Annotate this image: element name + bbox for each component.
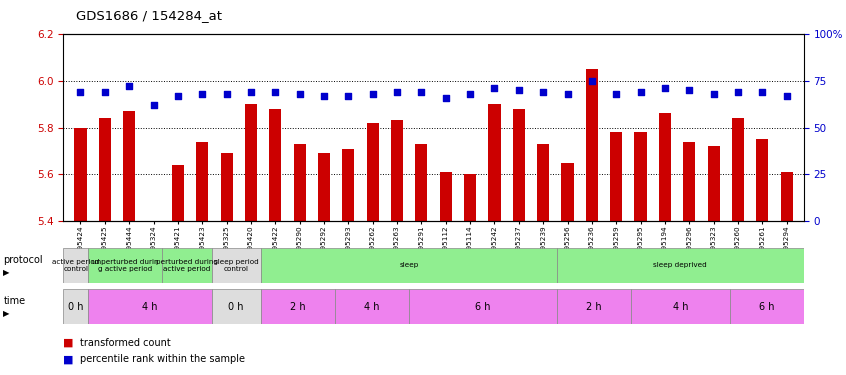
Bar	[63, 289, 88, 324]
Bar	[99, 118, 111, 221]
Bar	[729, 289, 804, 324]
Bar	[562, 163, 574, 221]
Bar	[172, 165, 184, 221]
Bar	[74, 128, 86, 221]
Bar	[63, 248, 88, 283]
Text: 0 h: 0 h	[228, 302, 244, 312]
Point	[464, 91, 477, 97]
Text: unperturbed durin
g active period: unperturbed durin g active period	[92, 259, 158, 272]
Point	[98, 89, 112, 95]
Text: 4 h: 4 h	[364, 302, 380, 312]
Point	[780, 93, 794, 99]
Bar	[488, 104, 501, 221]
Text: ■: ■	[63, 354, 74, 364]
Bar	[610, 132, 623, 221]
Point	[244, 89, 258, 95]
Text: transformed count: transformed count	[80, 338, 171, 348]
Point	[487, 85, 501, 91]
Bar	[732, 118, 744, 221]
Point	[195, 91, 209, 97]
Point	[731, 89, 744, 95]
Bar	[343, 148, 354, 221]
Bar	[318, 153, 330, 221]
Point	[293, 91, 306, 97]
Text: active period
control: active period control	[52, 259, 100, 272]
Point	[220, 91, 233, 97]
Point	[171, 93, 184, 99]
Point	[536, 89, 550, 95]
Bar	[634, 132, 646, 221]
Bar	[212, 248, 261, 283]
Text: 2 h: 2 h	[586, 302, 602, 312]
Point	[342, 93, 355, 99]
Bar	[415, 144, 427, 221]
Text: sleep period
control: sleep period control	[214, 259, 259, 272]
Bar	[244, 104, 257, 221]
Point	[366, 91, 380, 97]
Text: 2 h: 2 h	[290, 302, 305, 312]
Bar	[756, 139, 768, 221]
Point	[390, 89, 404, 95]
Bar	[781, 172, 793, 221]
Text: perturbed during
active period: perturbed during active period	[156, 259, 217, 272]
Bar	[88, 248, 162, 283]
Bar	[631, 289, 729, 324]
Text: ■: ■	[63, 338, 74, 348]
Bar	[124, 111, 135, 221]
Point	[585, 78, 599, 84]
Bar	[440, 172, 452, 221]
Point	[561, 91, 574, 97]
Text: ▶: ▶	[3, 268, 10, 277]
Bar	[659, 113, 671, 221]
Bar	[409, 289, 557, 324]
Point	[755, 89, 769, 95]
Text: GDS1686 / 154284_at: GDS1686 / 154284_at	[76, 9, 222, 22]
Text: 6 h: 6 h	[759, 302, 774, 312]
Point	[658, 85, 672, 91]
Bar	[294, 144, 305, 221]
Bar	[537, 144, 549, 221]
Text: protocol: protocol	[3, 255, 43, 265]
Point	[634, 89, 647, 95]
Bar	[162, 248, 212, 283]
Point	[415, 89, 428, 95]
Text: time: time	[3, 296, 25, 306]
Text: 0 h: 0 h	[68, 302, 84, 312]
Point	[609, 91, 623, 97]
Bar	[212, 289, 261, 324]
Bar	[513, 109, 525, 221]
Bar	[464, 174, 476, 221]
Bar	[585, 69, 598, 221]
Point	[268, 89, 282, 95]
Bar	[391, 120, 404, 221]
Bar	[196, 142, 208, 221]
Point	[146, 102, 160, 108]
Bar	[88, 289, 212, 324]
Point	[683, 87, 696, 93]
Bar	[557, 289, 631, 324]
Text: 4 h: 4 h	[142, 302, 157, 312]
Point	[74, 89, 87, 95]
Point	[707, 91, 721, 97]
Bar	[221, 153, 233, 221]
Text: percentile rank within the sample: percentile rank within the sample	[80, 354, 245, 364]
Bar	[557, 248, 804, 283]
Text: ▶: ▶	[3, 309, 10, 318]
Bar	[707, 146, 720, 221]
Point	[512, 87, 525, 93]
Text: 4 h: 4 h	[673, 302, 688, 312]
Bar	[366, 123, 379, 221]
Bar	[269, 109, 282, 221]
Bar	[335, 289, 409, 324]
Bar	[261, 248, 557, 283]
Point	[439, 94, 453, 100]
Text: sleep: sleep	[399, 262, 419, 268]
Text: 6 h: 6 h	[475, 302, 491, 312]
Point	[123, 83, 136, 89]
Text: sleep deprived: sleep deprived	[653, 262, 707, 268]
Bar	[261, 289, 335, 324]
Point	[317, 93, 331, 99]
Bar	[684, 142, 695, 221]
